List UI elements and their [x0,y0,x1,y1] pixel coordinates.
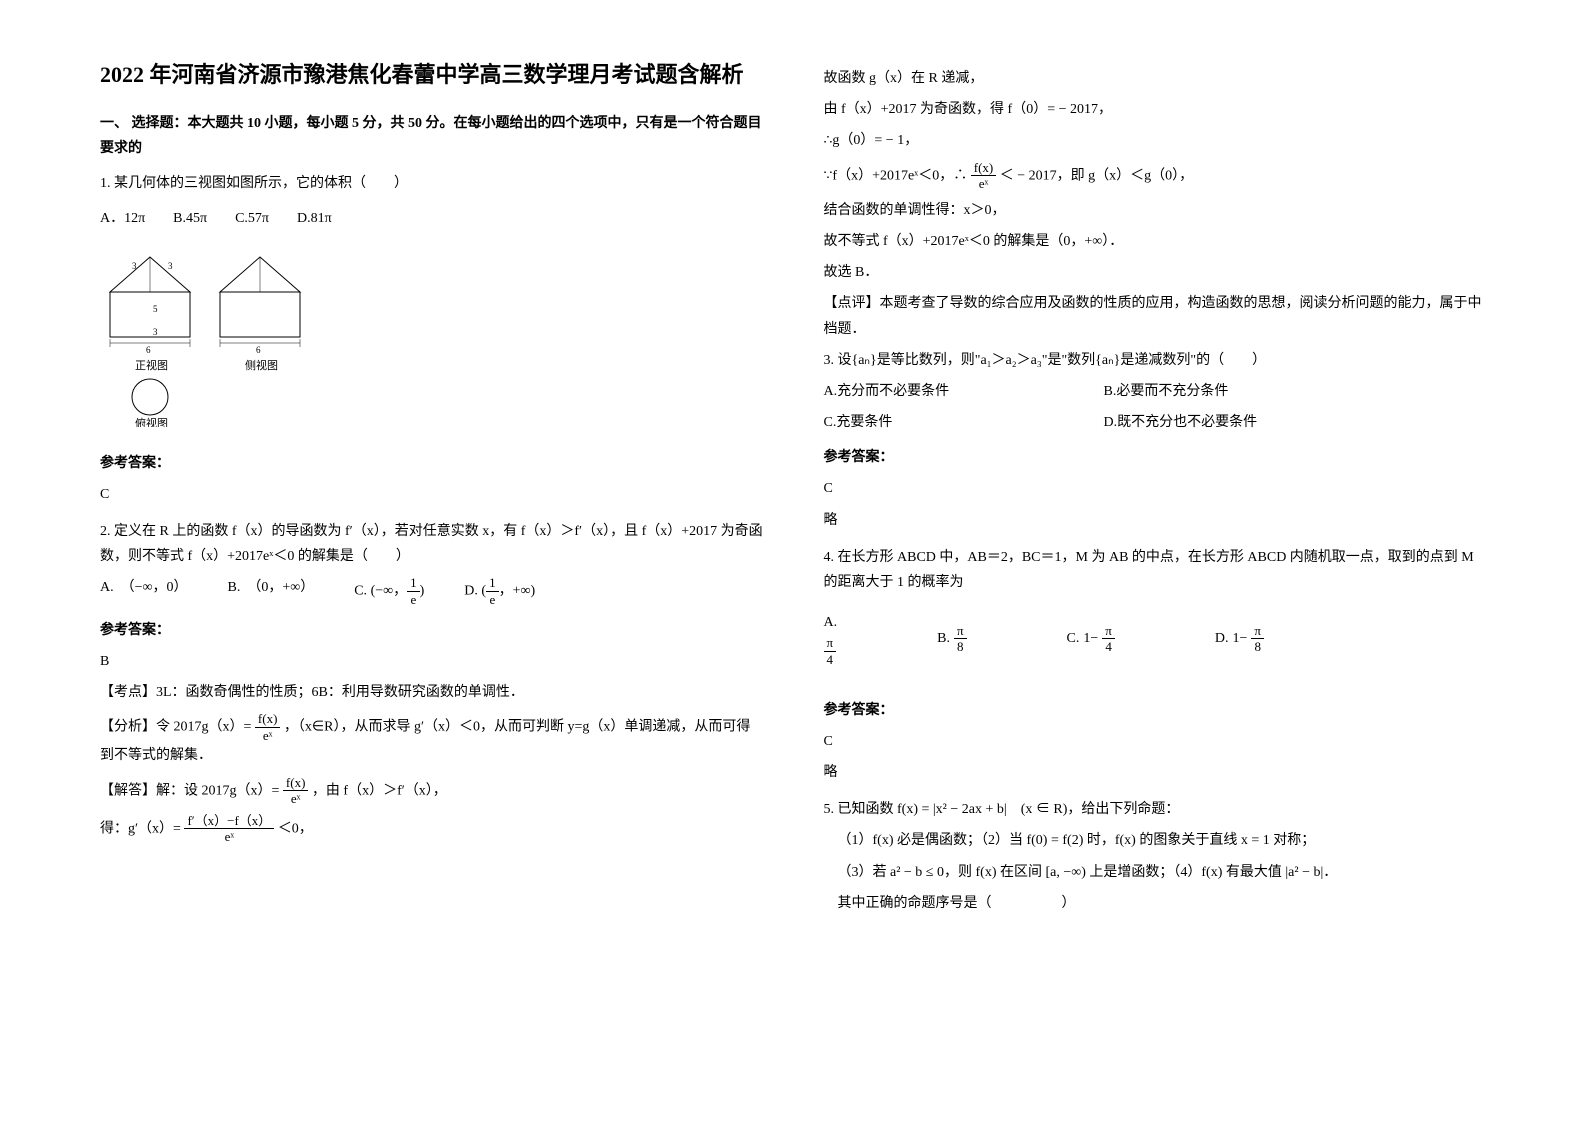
r-line6: 故不等式 f（x）+2017eˣ＜0 的解集是（0，+∞）． [824,229,1488,254]
q2-solve: 【解答】解：设 2017g（x）= f(x)eˣ ，由 f（x）＞f′（x）， [100,775,764,807]
question-3: 3. 设{aₙ}是等比数列，则"a₁＞a₂＞a₃"是"数列{aₙ}是递减数列"的… [824,348,1488,533]
q2-analysis: 【分析】令 2017g（x）= f(x)eˣ ，（x∈R），从而求导 g′（x）… [100,711,764,768]
question-5: 5. 已知函数 f(x) = |x² − 2ax + b| (x ∈ R)，给出… [824,797,1488,916]
document-title: 2022 年河南省济源市豫港焦化春蕾中学高三数学理月考试题含解析 [100,60,764,91]
q1-answer-label: 参考答案： [100,451,764,476]
q3-option-d: D.既不充分也不必要条件 [1104,410,1258,435]
q4-option-c: C. 1−π4 [1067,623,1115,655]
q2-g-derivative: 得：g′（x）= f′（x）−f（x）eˣ ＜0， [100,813,764,845]
r-line5: 结合函数的单调性得：x＞0， [824,198,1488,223]
q2-option-b: B. （0，+∞） [228,575,315,607]
q4-text: 4. 在长方形 ABCD 中，AB＝2，BC＝1，M 为 AB 的中点，在长方形… [824,545,1488,595]
q1-answer: C [100,482,764,507]
q4-option-d: D. 1−π8 [1215,623,1264,655]
r-line2: 由 f（x）+2017 为奇函数，得 f（0）= − 2017， [824,97,1488,122]
q3-option-a: A.充分而不必要条件 [824,379,1064,404]
right-column: 故函数 g（x）在 R 递减， 由 f（x）+2017 为奇函数，得 f（0）=… [824,60,1488,928]
q4-answer-label: 参考答案： [824,698,1488,723]
r-line7: 故选 B． [824,260,1488,285]
r-line4: ∵f（x）+2017eˣ＜0，∴ f(x)eˣ ＜ − 2017，即 g（x）＜… [824,160,1488,192]
side-view-label: 侧视图 [245,358,278,372]
q4-options: A. π4 B. π8 C. 1−π4 D. 1−π8 [824,610,1488,667]
question-4: 4. 在长方形 ABCD 中，AB＝2，BC＝1，M 为 AB 的中点，在长方形… [824,545,1488,785]
left-column: 2022 年河南省济源市豫港焦化春蕾中学高三数学理月考试题含解析 一、 选择题：… [100,60,764,928]
q4-option-b: B. π8 [937,623,966,655]
q2-text: 2. 定义在 R 上的函数 f（x）的导函数为 f′（x），若对任意实数 x，有… [100,519,764,569]
q5-p1: （1）f(x) 必是偶函数；（2）当 f(0) = f(2) 时，f(x) 的图… [824,828,1488,853]
r-comment: 【点评】本题考查了导数的综合应用及函数的性质的应用，构造函数的思想，阅读分析问题… [824,291,1488,341]
svg-text:3: 3 [153,327,158,337]
q3-answer-label: 参考答案： [824,445,1488,470]
svg-text:6: 6 [146,345,151,355]
svg-text:5: 5 [153,304,158,314]
q5-tail: 其中正确的命题序号是（ ） [824,891,1488,916]
q3-brief: 略 [824,508,1488,533]
q2-topic: 【考点】3L：函数奇偶性的性质；6B：利用导数研究函数的单调性． [100,680,764,705]
q5-text: 5. 已知函数 f(x) = |x² − 2ax + b| (x ∈ R)，给出… [824,797,1488,822]
q2-option-d: D. (1e，+∞) [464,575,535,607]
svg-text:3: 3 [132,261,137,271]
three-view-svg: 3 3 5 3 6 [100,247,320,427]
question-1: 1. 某几何体的三视图如图所示，它的体积（ ） A．12π B.45π C.57… [100,171,764,507]
r-line1: 故函数 g（x）在 R 递减， [824,66,1488,91]
question-2: 2. 定义在 R 上的函数 f（x）的导函数为 f′（x），若对任意实数 x，有… [100,519,764,845]
q1-figure: 3 3 5 3 6 [100,247,764,436]
section-header: 一、 选择题：本大题共 10 小题，每小题 5 分，共 50 分。在每小题给出的… [100,111,764,161]
q1-options: A．12π B.45π C.57π D.81π [100,206,764,231]
svg-text:3: 3 [168,261,173,271]
q2-answer-label: 参考答案： [100,618,764,643]
q2-option-a: A. （−∞，0） [100,575,188,607]
q2-answer: B [100,649,764,674]
q3-answer: C [824,476,1488,501]
front-view-label: 正视图 [135,358,168,372]
r-line3: ∴g（0）= − 1， [824,128,1488,153]
q1-text: 1. 某几何体的三视图如图所示，它的体积（ ） [100,171,764,196]
svg-text:6: 6 [256,345,261,355]
q2-option-c: C. (−∞，1e) [354,575,424,607]
q3-text: 3. 设{aₙ}是等比数列，则"a₁＞a₂＞a₃"是"数列{aₙ}是递减数列"的… [824,348,1488,373]
q2-options: A. （−∞，0） B. （0，+∞） C. (−∞，1e) D. (1e，+∞… [100,575,764,607]
q4-option-a: A. π4 [824,610,838,667]
q4-answer: C [824,729,1488,754]
q5-p3: （3）若 a² − b ≤ 0，则 f(x) 在区间 [a, −∞) 上是增函数… [824,860,1488,885]
q4-brief: 略 [824,760,1488,785]
q3-option-c: C.充要条件 [824,410,1064,435]
top-view-label: 俯视图 [135,416,168,427]
q3-option-b: B.必要而不充分条件 [1104,379,1229,404]
